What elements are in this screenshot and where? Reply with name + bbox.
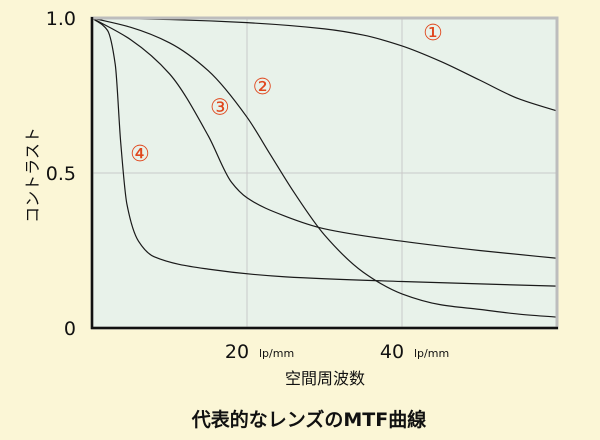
y-axis-title: コントラスト	[23, 127, 42, 223]
mtf-curve-2	[91, 17, 558, 318]
curves	[91, 17, 558, 318]
x-tick-unit-1: lp/mm	[414, 347, 449, 360]
x-tick-label-0: 20	[225, 341, 249, 363]
x-tick-label-1: 40	[380, 341, 404, 363]
x-axis-title: 空間周波数	[285, 369, 365, 388]
curve-label-1: ①	[423, 21, 443, 46]
mtf-curve-1	[91, 17, 558, 112]
curve-labels: ① ②③ ④	[130, 21, 443, 167]
y-tick-label-0: 0	[64, 318, 76, 340]
mtf-curve-4	[91, 17, 558, 287]
chart-title: 代表的なレンズのMTF曲線	[191, 408, 426, 431]
mtf-curve-3	[91, 17, 558, 259]
curve-label-2: ②	[253, 75, 273, 100]
curve-label-3: ③	[210, 95, 230, 120]
curve-label-4: ④	[130, 142, 150, 167]
y-tick-label-2: 1.0	[46, 8, 76, 30]
grid-lines	[92, 18, 557, 328]
tick-labels: 0 0.5 1.0 20 lp/mm 40 lp/mm	[46, 8, 449, 363]
y-tick-label-1: 0.5	[46, 163, 76, 185]
x-tick-unit-0: lp/mm	[259, 347, 294, 360]
